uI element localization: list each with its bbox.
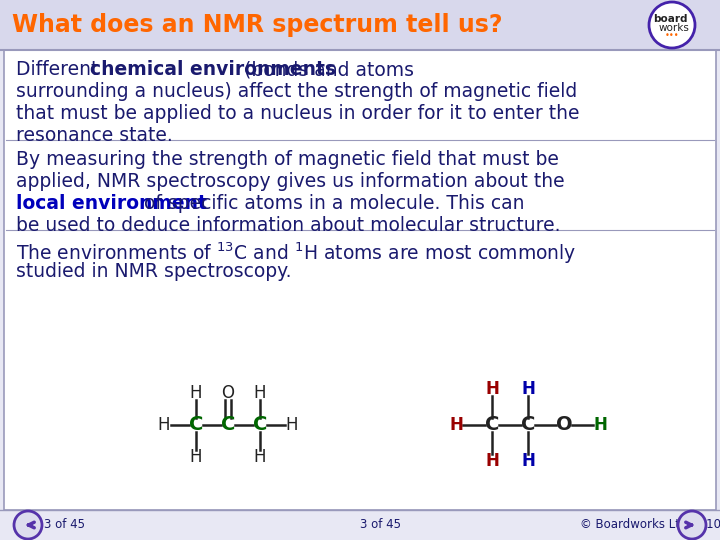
Text: resonance state.: resonance state. [16,126,173,145]
Text: H: H [521,452,535,470]
Text: C: C [485,415,499,435]
Text: H: H [449,416,463,434]
Text: H: H [485,452,499,470]
Circle shape [14,511,42,539]
Text: C: C [521,415,535,435]
Text: local environment: local environment [16,194,207,213]
Text: O: O [222,384,235,402]
Text: H: H [521,380,535,398]
Text: surrounding a nucleus) affect the strength of magnetic field: surrounding a nucleus) affect the streng… [16,82,577,101]
Text: that must be applied to a nucleus in order for it to enter the: that must be applied to a nucleus in ord… [16,104,580,123]
Text: H: H [253,448,266,466]
Text: H: H [485,380,499,398]
Text: board: board [653,14,688,24]
Text: Different: Different [16,60,104,79]
Text: © Boardworks Ltd 2010: © Boardworks Ltd 2010 [580,518,720,531]
Text: C: C [189,415,203,435]
Text: •••: ••• [665,31,679,40]
Text: C: C [221,415,235,435]
Text: H: H [253,384,266,402]
Text: O: O [556,415,572,435]
Text: studied in NMR spectroscopy.: studied in NMR spectroscopy. [16,262,292,281]
Circle shape [649,2,695,48]
Text: works: works [659,23,690,33]
Text: The environments of $^{13}$C and $^{1}$H atoms are most commonly: The environments of $^{13}$C and $^{1}$H… [16,240,577,266]
Text: chemical environments: chemical environments [90,60,336,79]
Circle shape [678,511,706,539]
Text: H: H [190,384,202,402]
FancyBboxPatch shape [0,0,720,50]
Text: C: C [253,415,267,435]
Text: By measuring the strength of magnetic field that must be: By measuring the strength of magnetic fi… [16,150,559,169]
Text: applied, NMR spectroscopy gives us information about the: applied, NMR spectroscopy gives us infor… [16,172,564,191]
Text: What does an NMR spectrum tell us?: What does an NMR spectrum tell us? [12,13,503,37]
Text: of specific atoms in a molecule. This can: of specific atoms in a molecule. This ca… [138,194,524,213]
Text: 3 of 45: 3 of 45 [45,518,86,531]
Text: 3 of 45: 3 of 45 [360,518,401,531]
FancyBboxPatch shape [4,50,716,510]
Text: be used to deduce information about molecular structure.: be used to deduce information about mole… [16,216,560,235]
Text: (bonds and atoms: (bonds and atoms [238,60,414,79]
Text: H: H [158,416,170,434]
Text: H: H [593,416,607,434]
Text: H: H [286,416,298,434]
Text: H: H [190,448,202,466]
